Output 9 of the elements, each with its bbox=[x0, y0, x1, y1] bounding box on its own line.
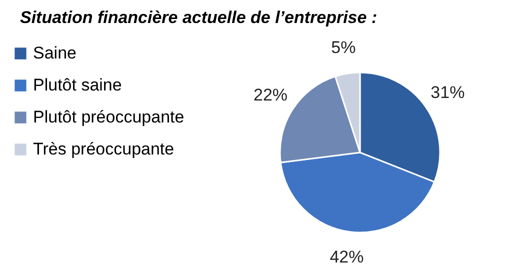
data-label: 31% bbox=[430, 82, 465, 102]
legend-label: Plutôt saine bbox=[33, 76, 122, 94]
legend-label: Saine bbox=[33, 44, 76, 62]
data-label: 5% bbox=[331, 38, 356, 57]
data-label: 22% bbox=[253, 86, 288, 105]
legend-label: Plutôt préoccupante bbox=[33, 108, 184, 126]
data-label: 42% bbox=[330, 248, 364, 267]
legend-label: Très préoccupante bbox=[33, 140, 174, 158]
chart-title: Situation financière actuelle de l’entreprise : bbox=[20, 8, 378, 27]
